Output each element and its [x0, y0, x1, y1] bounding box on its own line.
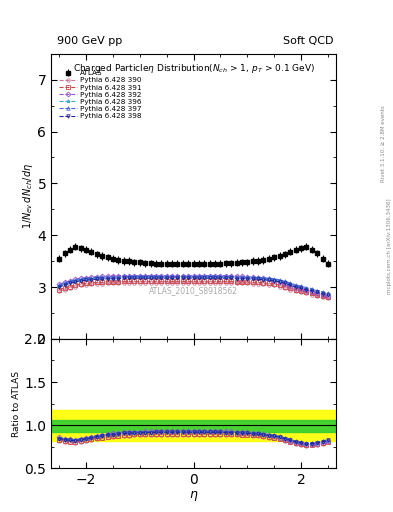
Line: Pythia 6.428 391: Pythia 6.428 391 [57, 280, 330, 299]
Pythia 6.428 398 [57, 284, 62, 290]
Text: 900 GeV pp: 900 GeV pp [57, 36, 122, 46]
Pythia 6.428 392 [121, 272, 126, 279]
Pythia 6.428 398 [143, 275, 147, 281]
Pythia 6.428 397 [240, 273, 244, 280]
Line: Pythia 6.428 392: Pythia 6.428 392 [57, 274, 330, 298]
Pythia 6.428 397 [325, 290, 330, 296]
Pythia 6.428 397 [57, 282, 62, 288]
Text: ATLAS_2010_S8918562: ATLAS_2010_S8918562 [149, 286, 238, 295]
X-axis label: $\eta$: $\eta$ [189, 489, 198, 503]
Pythia 6.428 391 [240, 279, 244, 285]
Pythia 6.428 392 [320, 292, 325, 298]
Pythia 6.428 392 [240, 273, 244, 279]
Pythia 6.428 398 [325, 292, 330, 298]
Pythia 6.428 397 [320, 289, 325, 295]
Text: Rivet 3.1.10, ≥ 2.8M events: Rivet 3.1.10, ≥ 2.8M events [381, 105, 386, 182]
Pythia 6.428 398 [116, 275, 121, 282]
Pythia 6.428 390 [143, 280, 147, 286]
Pythia 6.428 392 [110, 272, 115, 279]
Pythia 6.428 392 [148, 272, 153, 279]
Pythia 6.428 398 [121, 275, 126, 281]
Pythia 6.428 398 [256, 276, 261, 282]
Pythia 6.428 396 [121, 274, 126, 280]
Pythia 6.428 390 [121, 280, 126, 286]
Pythia 6.428 390 [116, 281, 121, 287]
Text: Charged Particle$\eta$ Distribution($N_{ch}$ > 1, $p_{T}$ > 0.1 GeV): Charged Particle$\eta$ Distribution($N_{… [73, 62, 314, 75]
Pythia 6.428 397 [148, 273, 153, 279]
Pythia 6.428 396 [116, 274, 121, 281]
Pythia 6.428 398 [240, 275, 244, 282]
Pythia 6.428 396 [240, 274, 244, 281]
Pythia 6.428 391 [320, 293, 325, 300]
Bar [51, 410, 336, 441]
Legend: ATLAS, Pythia 6.428 390, Pythia 6.428 391, Pythia 6.428 392, Pythia 6.428 396, P: ATLAS, Pythia 6.428 390, Pythia 6.428 39… [57, 69, 143, 120]
Pythia 6.428 397 [116, 273, 121, 280]
Pythia 6.428 397 [121, 273, 126, 279]
Pythia 6.428 392 [256, 274, 261, 281]
Pythia 6.428 397 [143, 273, 147, 279]
Pythia 6.428 391 [116, 279, 121, 285]
Pythia 6.428 396 [57, 283, 62, 289]
Pythia 6.428 391 [57, 287, 62, 293]
Pythia 6.428 390 [57, 288, 62, 294]
Line: Pythia 6.428 390: Pythia 6.428 390 [57, 281, 330, 300]
Pythia 6.428 392 [57, 282, 62, 288]
Text: mcplots.cern.ch [arXiv:1306.3436]: mcplots.cern.ch [arXiv:1306.3436] [387, 198, 391, 293]
Pythia 6.428 392 [143, 272, 147, 279]
Line: Pythia 6.428 397: Pythia 6.428 397 [57, 274, 330, 295]
Pythia 6.428 397 [256, 274, 261, 280]
Pythia 6.428 396 [256, 275, 261, 281]
Pythia 6.428 391 [121, 278, 126, 284]
Pythia 6.428 396 [325, 291, 330, 297]
Pythia 6.428 391 [325, 294, 330, 301]
Y-axis label: $1/N_{ev}\,dN_{ch}/d\eta$: $1/N_{ev}\,dN_{ch}/d\eta$ [20, 163, 35, 229]
Text: Soft QCD: Soft QCD [283, 36, 333, 46]
Pythia 6.428 390 [148, 280, 153, 286]
Pythia 6.428 390 [240, 281, 244, 287]
Pythia 6.428 390 [256, 281, 261, 287]
Pythia 6.428 396 [143, 274, 147, 280]
Pythia 6.428 398 [320, 291, 325, 297]
Pythia 6.428 390 [320, 294, 325, 301]
Pythia 6.428 392 [325, 293, 330, 300]
Pythia 6.428 391 [256, 280, 261, 286]
Pythia 6.428 396 [148, 274, 153, 280]
Line: Pythia 6.428 398: Pythia 6.428 398 [57, 276, 330, 296]
Pythia 6.428 396 [320, 290, 325, 296]
Y-axis label: Ratio to ATLAS: Ratio to ATLAS [13, 371, 22, 437]
Line: Pythia 6.428 396: Pythia 6.428 396 [57, 275, 330, 295]
Bar [51, 420, 336, 432]
Pythia 6.428 391 [143, 278, 147, 284]
Pythia 6.428 398 [148, 275, 153, 281]
Pythia 6.428 390 [325, 295, 330, 302]
Pythia 6.428 391 [148, 278, 153, 284]
